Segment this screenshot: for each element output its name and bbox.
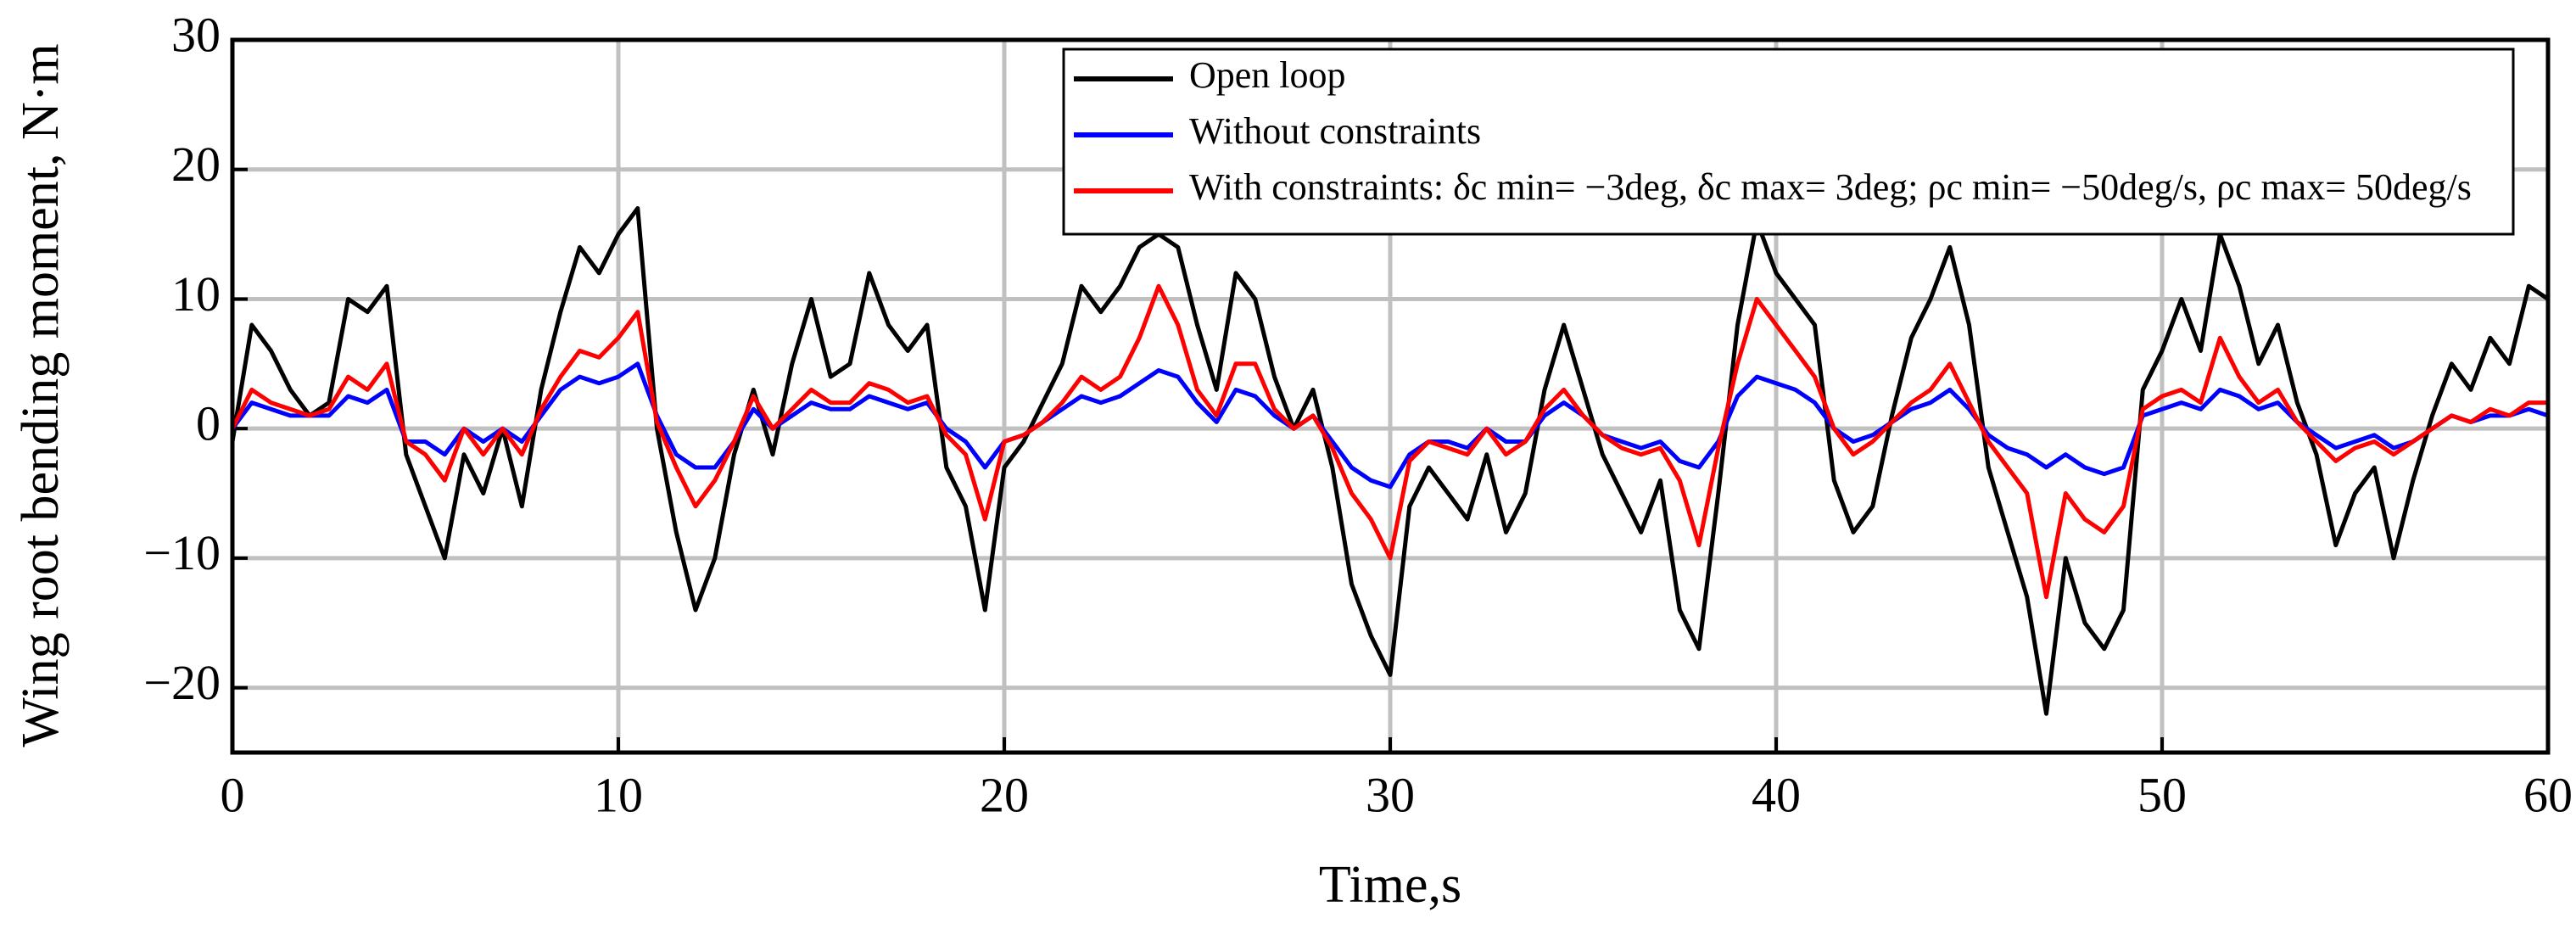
legend: Open loop Without constraints With constra… [1062, 48, 2515, 236]
x-tick-label: 10 [594, 767, 643, 822]
x-tick-label: 20 [980, 767, 1029, 822]
y-axis-title: Wing root bending moment, N·m [12, 43, 70, 747]
series-line [230, 206, 2550, 716]
legend-box [1062, 48, 2515, 236]
series-line [230, 283, 2548, 600]
y-tick-label: 20 [171, 137, 221, 192]
y-tick-label: 0 [196, 395, 221, 451]
series-line [230, 361, 2549, 490]
x-tick-label: 60 [2523, 767, 2573, 822]
x-tick-label: 40 [1752, 767, 1801, 822]
y-tick-label: 30 [171, 7, 221, 62]
x-tick-label: 0 [221, 767, 245, 822]
x-tick-label: 50 [2137, 767, 2187, 822]
y-tick-label: −20 [143, 655, 221, 710]
legend-label: Open loop [1189, 54, 1346, 96]
x-tick-label: 30 [1366, 767, 1415, 822]
x-axis-title: Time,s [1319, 856, 1461, 914]
plot-frame [230, 37, 2551, 755]
legend-label: With constraints: δc min= −3deg, δc max=… [1189, 166, 2472, 208]
legend-label: Without constraints [1189, 110, 1481, 152]
y-tick-label: 10 [171, 266, 221, 322]
y-tick-label: −10 [143, 525, 221, 580]
